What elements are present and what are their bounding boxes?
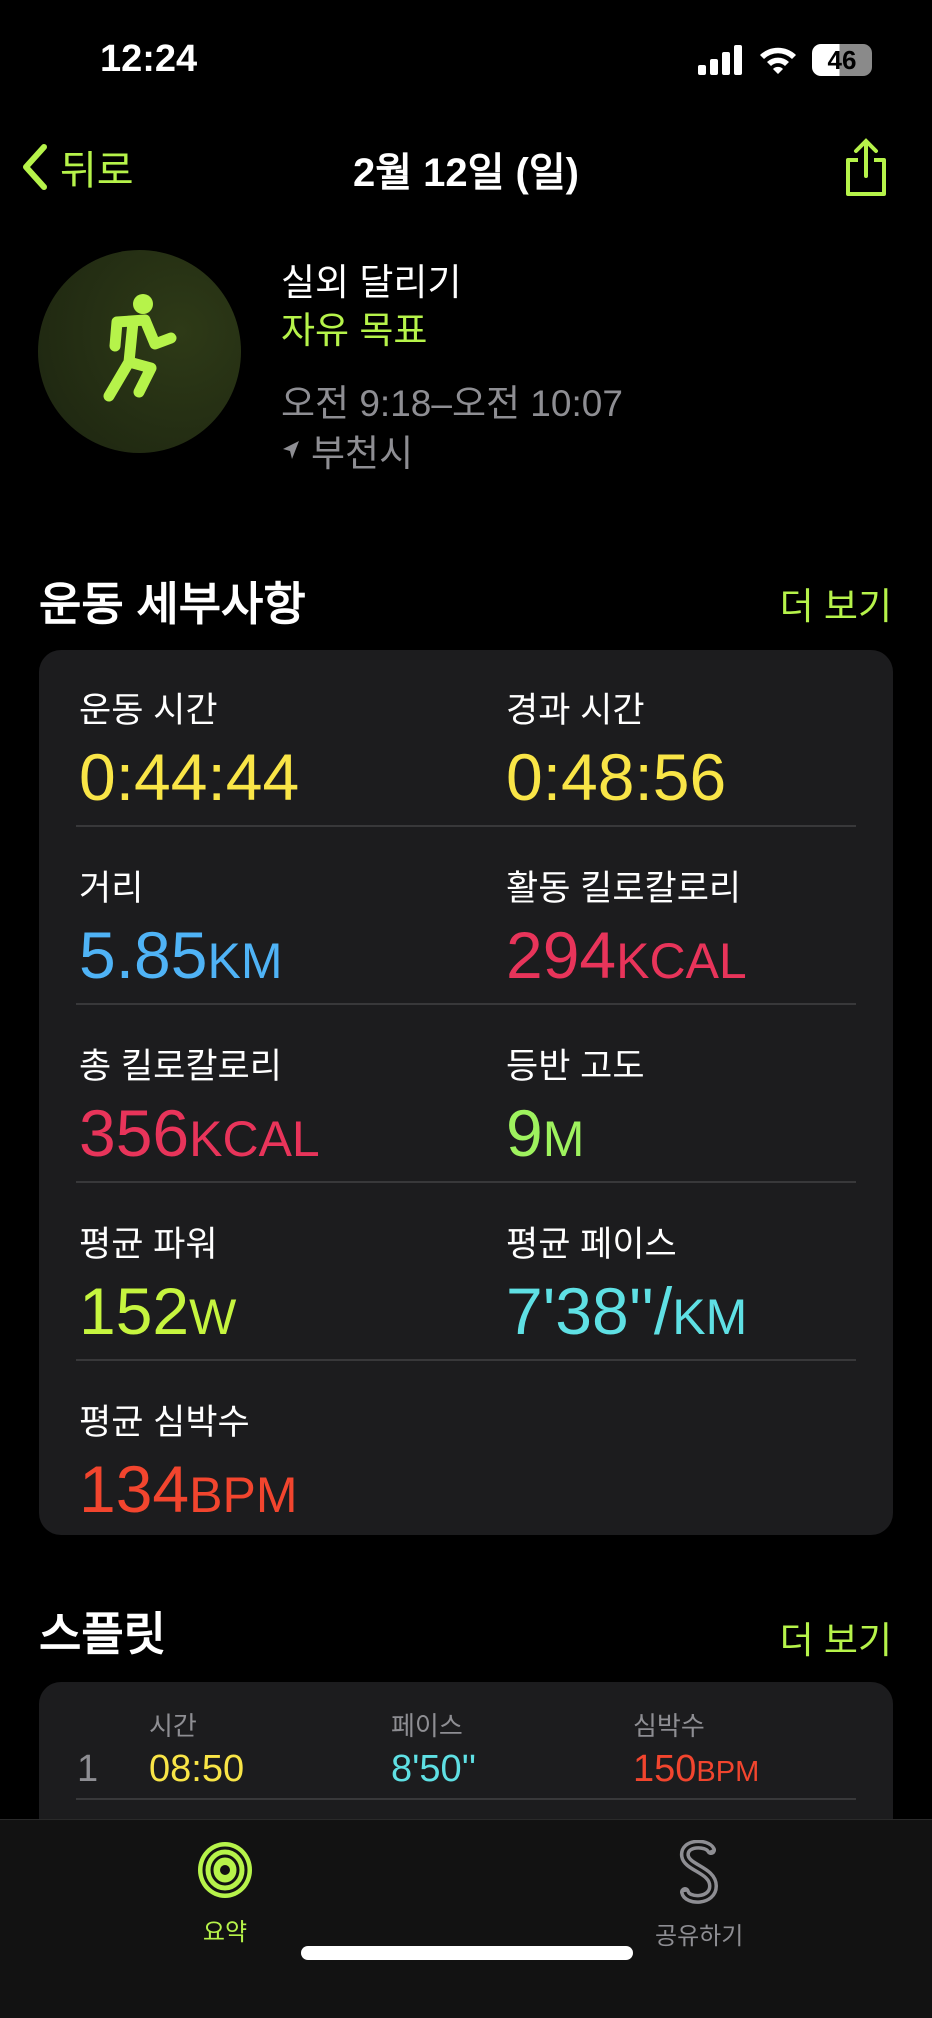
metric-label: 활동 킬로칼로리 [506, 869, 742, 908]
tab-sharing[interactable]: 공유하기 [655, 1840, 743, 1951]
share-icon[interactable] [842, 138, 890, 198]
cellular-signal-icon [698, 45, 742, 75]
metric-6: 평균 파워 152W [79, 1216, 236, 1349]
divider [76, 825, 856, 827]
splits-more-link[interactable]: 더 보기 [779, 1620, 892, 1661]
metric-number: 5.85 [79, 918, 208, 992]
workout-time-range: 오전 9:18–오전 10:07 [281, 383, 623, 424]
metric-unit: M [542, 1111, 585, 1167]
sharing-s-icon [680, 1840, 719, 1904]
details-card: 운동 시간 0:44:44 경과 시간 0:48:56 거리 5.85KM 활동 킬로… [39, 650, 893, 1535]
metric-8: 평균 심박수 134BPM [79, 1394, 297, 1527]
metric-number: 152 [79, 1274, 190, 1348]
metric-value: 294KCAL [506, 917, 747, 993]
splits-header-pace: 페이스 [391, 1711, 463, 1741]
metric-value: 134BPM [79, 1451, 297, 1527]
status-time: 12:24 [100, 38, 198, 80]
status-icons: 46 [698, 44, 872, 76]
workout-icon [38, 250, 241, 453]
location-arrow-icon [283, 441, 299, 459]
metric-number: 0:44:44 [79, 740, 300, 814]
details-title: 운동 세부사항 [39, 578, 306, 630]
divider [76, 1003, 856, 1005]
split-index: 1 [77, 1748, 99, 1790]
split-pace: 8'50'' [391, 1748, 477, 1790]
details-more-link[interactable]: 더 보기 [779, 586, 892, 627]
metric-label: 운동 시간 [79, 691, 218, 730]
tab-sharing-label: 공유하기 [655, 1923, 744, 1950]
metric-value: 356KCAL [79, 1095, 320, 1171]
activity-rings-icon [198, 1842, 252, 1898]
metric-number: 0:48:56 [506, 740, 727, 814]
metric-value: 0:44:44 [79, 739, 299, 815]
back-label: 뒤로 [60, 149, 134, 193]
battery-icon: 46 [812, 44, 872, 76]
metric-unit: KM [207, 933, 283, 989]
metric-value: 0:48:56 [506, 739, 726, 815]
workout-goal: 자유 목표 [281, 310, 428, 351]
splits-title: 스플릿 [39, 1608, 166, 1660]
metric-label: 평균 페이스 [506, 1225, 677, 1264]
metric-value: 7'38''/KM [506, 1273, 747, 1349]
metric-label: 경과 시간 [506, 691, 645, 730]
metric-number: 294 [506, 918, 617, 992]
split-time: 08:50 [149, 1748, 245, 1790]
metric-3: 활동 킬로칼로리 294KCAL [506, 860, 747, 993]
workout-type: 실외 달리기 [281, 262, 462, 303]
metric-2: 거리 5.85KM [79, 860, 282, 993]
splits-header-time: 시간 [149, 1711, 197, 1741]
metric-label: 평균 심박수 [79, 1403, 250, 1442]
metric-value: 9M [506, 1095, 645, 1171]
metric-unit: KM [672, 1289, 748, 1345]
divider [76, 1798, 856, 1800]
divider [76, 1181, 856, 1183]
tab-bar: 요약 공유하기 [0, 1819, 932, 2018]
metric-value: 152W [79, 1273, 236, 1349]
metric-value: 5.85KM [79, 917, 282, 993]
metric-number: 356 [79, 1096, 190, 1170]
metric-5: 등반 고도 9M [506, 1038, 645, 1171]
metric-number: 7'38''/ [506, 1274, 673, 1348]
running-figure-icon [103, 293, 176, 401]
metric-unit: KCAL [189, 1111, 320, 1167]
split-hr-value: 150 [633, 1748, 697, 1790]
metric-label: 평균 파워 [79, 1225, 218, 1264]
metric-7: 평균 페이스 7'38''/KM [506, 1216, 747, 1349]
metric-unit: KCAL [616, 933, 747, 989]
split-hr: 150BPM [633, 1748, 759, 1791]
split-hr-unit: BPM [696, 1756, 760, 1788]
metric-number: 134 [79, 1452, 190, 1526]
metric-unit: W [189, 1289, 237, 1345]
back-button[interactable]: 뒤로 [20, 138, 134, 196]
metric-unit: BPM [189, 1467, 298, 1523]
metric-4: 총 킬로칼로리 356KCAL [79, 1038, 320, 1171]
metric-label: 총 킬로칼로리 [79, 1047, 282, 1086]
metric-label: 등반 고도 [506, 1047, 645, 1086]
home-indicator[interactable] [301, 1946, 633, 1960]
tab-summary-label: 요약 [202, 1919, 248, 1946]
workout-location: 부천시 [281, 423, 413, 477]
metric-number: 9 [506, 1096, 543, 1170]
page-title: 2월 12일 (일) [352, 151, 579, 195]
splits-header-hr: 심박수 [633, 1711, 705, 1741]
divider [76, 1359, 856, 1361]
location-label: 부천시 [311, 433, 414, 474]
chevron-left-icon [23, 144, 47, 190]
tab-summary[interactable]: 요약 [196, 1840, 254, 1947]
metric-label: 거리 [79, 869, 144, 908]
wifi-icon [760, 47, 796, 74]
metric-1: 경과 시간 0:48:56 [506, 682, 726, 815]
metric-0: 운동 시간 0:44:44 [79, 682, 299, 815]
